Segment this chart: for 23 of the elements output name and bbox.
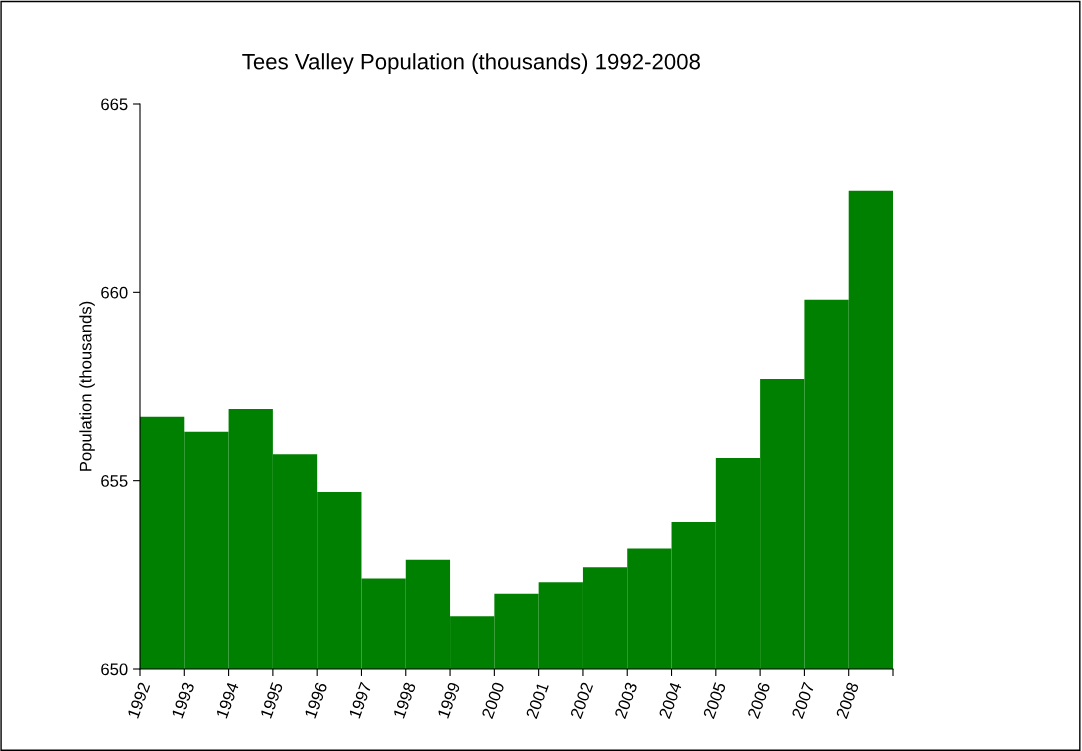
- y-axis-title: Population (thousands): [79, 301, 95, 471]
- chart-title: Tees Valley Population (thousands) 1992-2008: [242, 53, 700, 74]
- y-tick-label: 665: [101, 98, 128, 111]
- x-tick-label: 1992: [127, 681, 151, 719]
- x-tick-label: 2003: [614, 681, 638, 720]
- y-tick-label: 660: [101, 286, 128, 299]
- y-tick-label: 655: [101, 475, 128, 487]
- y-tick-label: 650: [101, 663, 128, 676]
- x-tick-label: 1996: [304, 681, 328, 719]
- x-tick-label: 1997: [348, 681, 372, 719]
- x-tick-label: 1995: [260, 681, 284, 719]
- x-tick-label: 2008: [835, 681, 859, 720]
- x-tick-label: 1998: [392, 681, 417, 719]
- x-tick-label: 2007: [791, 681, 815, 720]
- x-tick-label: 2000: [481, 681, 505, 720]
- x-tick-label: 2002: [570, 681, 594, 720]
- x-tick-label: 1993: [171, 681, 195, 719]
- x-tick-label: 2001: [525, 681, 549, 720]
- x-tick-label: 2005: [702, 681, 727, 720]
- x-tick-label: 1994: [215, 681, 239, 719]
- x-tick-label: 2006: [747, 681, 771, 720]
- x-tick-label: 2004: [658, 681, 682, 720]
- x-tick-label: 1999: [437, 681, 461, 719]
